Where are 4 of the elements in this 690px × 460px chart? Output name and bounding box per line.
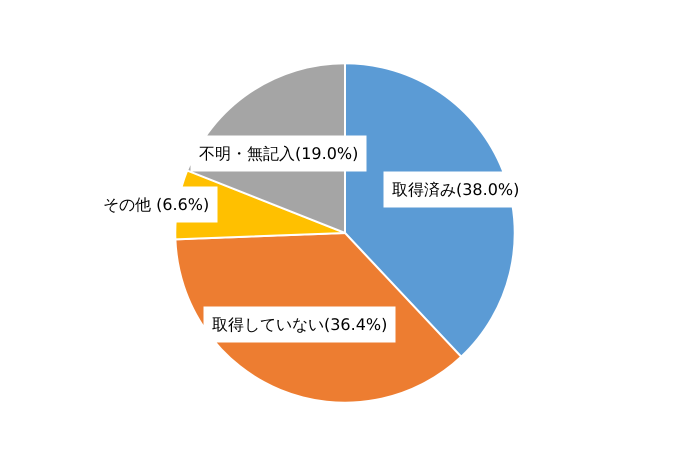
- slice-label: 取得していない(36.4%): [212, 315, 388, 334]
- slice-label: 不明・無記入(19.0%): [199, 144, 358, 163]
- slice-label: 取得済み(38.0%): [392, 180, 520, 199]
- slice-label: その他 (6.6%): [103, 195, 210, 214]
